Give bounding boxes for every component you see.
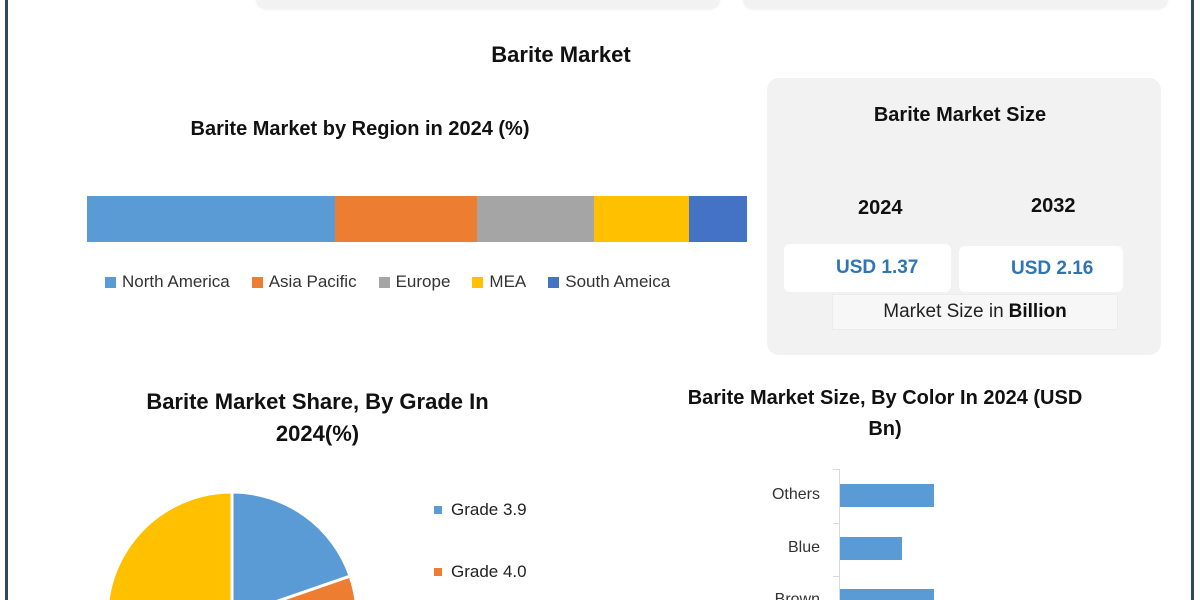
year-2032-label: 2032 <box>1031 195 1076 217</box>
region-segment <box>477 196 594 242</box>
legend-swatch-icon <box>105 276 116 288</box>
legend-label: Grade 4.0 <box>451 562 527 581</box>
legend-swatch-icon <box>378 276 390 288</box>
region-legend: North America Asia Pacific Europe MEA South … <box>105 272 692 292</box>
region-segment <box>335 196 478 242</box>
top-card-right <box>743 0 1168 9</box>
legend-item: Europe <box>378 272 451 292</box>
legend-label: South Ameica <box>565 272 671 291</box>
legend-item: South Ameica <box>548 272 670 292</box>
legend-item: North America <box>105 272 230 292</box>
legend-swatch-icon <box>434 506 442 514</box>
infographic-frame <box>5 0 1194 600</box>
category-label: Others <box>771 486 820 503</box>
unit-bold: Billion <box>1008 301 1067 322</box>
legend-label: MEA <box>489 272 527 291</box>
unit-label: Market Size in Billion <box>832 294 1118 330</box>
color-bar <box>840 589 934 600</box>
category-label: Brown <box>774 591 820 600</box>
legend-item: Asia Pacific <box>251 272 357 292</box>
value-2024: USD 1.37 <box>784 244 951 292</box>
value-2032: USD 2.16 <box>959 246 1123 292</box>
market-size-title: Barite Market Size <box>873 104 1047 126</box>
color-chart-axis <box>839 469 840 600</box>
region-segment <box>87 196 336 242</box>
legend-item: MEA <box>472 272 526 292</box>
unit-prefix: Market Size in <box>883 301 1004 322</box>
top-card-left <box>256 0 720 9</box>
color-bar <box>840 484 934 507</box>
legend-label: Grade 3.9 <box>451 500 527 519</box>
legend-swatch-icon <box>548 276 560 288</box>
page-title: Barite Market <box>491 42 631 67</box>
grade-title-line-2: 2024(%) <box>275 421 360 446</box>
grade-legend-item: Grade 3.9 <box>434 500 549 520</box>
grade-title-line-1: Barite Market Share, By Grade In <box>146 389 489 414</box>
market-size-card: Barite Market Size 2024 2032 USD 1.37 US… <box>767 78 1161 355</box>
grade-legend-item: Grade 4.0 <box>434 562 549 582</box>
color-bar <box>840 537 902 560</box>
legend-swatch-icon <box>472 276 484 288</box>
legend-swatch-icon <box>251 276 263 288</box>
category-label: Blue <box>787 539 820 556</box>
color-title-line-1: Barite Market Size, By Color In 2024 (US… <box>687 387 1083 409</box>
year-2024-label: 2024 <box>858 197 903 219</box>
region-segment <box>593 196 689 242</box>
legend-label: North America <box>122 272 230 291</box>
color-chart-title: Barite Market Size, By Color In 2024 (US… <box>655 383 1115 445</box>
region-segment <box>688 196 747 242</box>
axis-tick <box>833 523 839 524</box>
axis-tick <box>833 576 839 577</box>
axis-tick <box>833 469 839 470</box>
legend-swatch-icon <box>434 568 442 576</box>
region-chart-title: Barite Market by Region in 2024 (%) <box>190 118 530 140</box>
color-title-line-2: Bn) <box>868 418 902 440</box>
legend-label: Asia Pacific <box>268 272 357 291</box>
legend-label: Europe <box>395 272 451 291</box>
grade-chart-title: Barite Market Share, By Grade In 2024(%) <box>95 386 540 450</box>
region-stacked-bar <box>87 196 747 242</box>
